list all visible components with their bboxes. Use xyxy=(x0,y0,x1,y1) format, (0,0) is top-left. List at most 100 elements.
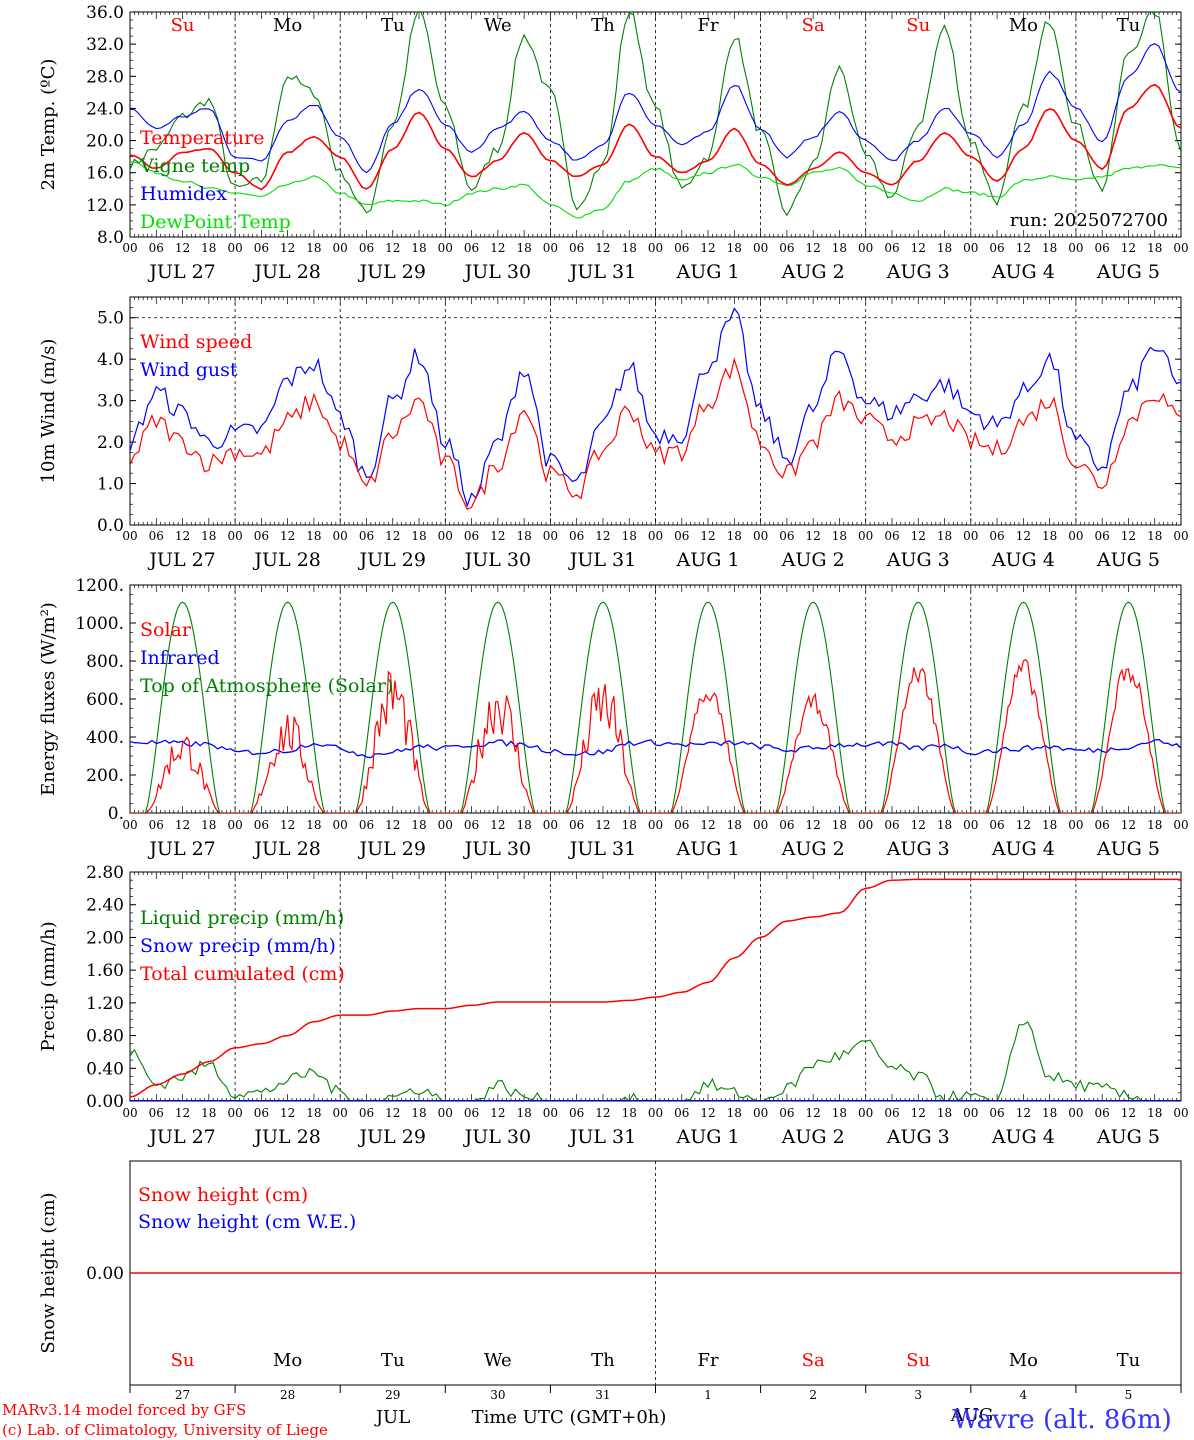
day-number: 3 xyxy=(914,1388,922,1402)
hour-label: 00 xyxy=(1173,1106,1188,1120)
hour-label: 00 xyxy=(122,1106,137,1120)
hour-label: 18 xyxy=(727,529,742,543)
hour-label: 12 xyxy=(806,241,821,255)
legend-dewpoint: DewPoint Temp xyxy=(140,211,291,233)
hour-label: 00 xyxy=(858,818,873,832)
date-label: JUL 31 xyxy=(568,838,636,860)
hour-label: 12 xyxy=(1121,241,1136,255)
day-name: We xyxy=(484,1350,512,1371)
hour-label: 18 xyxy=(1147,529,1162,543)
legend-snow-height-we: Snow height (cm W.E.) xyxy=(138,1211,356,1233)
day-name: Fr xyxy=(698,15,719,36)
hour-label: 00 xyxy=(333,529,348,543)
day-name: We xyxy=(484,15,512,36)
day-name: Mo xyxy=(273,15,302,36)
y-tick-label: 2.80 xyxy=(86,863,124,883)
hour-label: 06 xyxy=(569,529,584,543)
hour-label: 00 xyxy=(438,241,453,255)
hour-label: 00 xyxy=(438,529,453,543)
hour-label: 06 xyxy=(884,529,899,543)
hour-label: 06 xyxy=(674,818,689,832)
hour-label: 06 xyxy=(674,529,689,543)
hour-label: 00 xyxy=(963,1106,978,1120)
hour-label: 12 xyxy=(595,529,610,543)
y-tick-label: 600. xyxy=(86,690,124,710)
day-number: 27 xyxy=(175,1388,190,1402)
date-label: AUG 1 xyxy=(676,838,740,860)
day-name: Su xyxy=(171,15,195,36)
hour-label: 06 xyxy=(464,241,479,255)
hour-label: 18 xyxy=(1147,1106,1162,1120)
legend-toa-solar: Top of Atmosphere (Solar) xyxy=(140,675,393,697)
station-name: Wavre (alt. 86m) xyxy=(952,1405,1172,1435)
y-tick-label: 0.00 xyxy=(86,1264,124,1284)
date-label: JUL 28 xyxy=(252,838,320,860)
y-tick-label: 1200. xyxy=(75,576,124,596)
y-tick-label: 5.0 xyxy=(97,309,124,329)
date-label: JUL 30 xyxy=(463,261,531,283)
hour-label: 06 xyxy=(149,818,164,832)
hour-label: 06 xyxy=(464,1106,479,1120)
hour-label: 12 xyxy=(175,818,190,832)
hour-label: 06 xyxy=(989,818,1004,832)
hour-label: 06 xyxy=(149,241,164,255)
hour-label: 12 xyxy=(595,1106,610,1120)
hour-label: 18 xyxy=(727,1106,742,1120)
y-tick-label: 16.0 xyxy=(86,164,124,184)
date-label: JUL 29 xyxy=(358,838,426,860)
date-label: AUG 5 xyxy=(1096,549,1160,571)
legend-infrared: Infrared xyxy=(140,647,220,669)
series-total-cumulated xyxy=(130,878,1181,1098)
hour-label: 18 xyxy=(516,818,531,832)
hour-label: 00 xyxy=(227,818,242,832)
hour-label: 00 xyxy=(122,529,137,543)
hour-label: 18 xyxy=(411,241,426,255)
date-label: AUG 4 xyxy=(991,549,1055,571)
day-number: 5 xyxy=(1125,1388,1133,1402)
date-label: AUG 4 xyxy=(991,838,1055,860)
hour-label: 00 xyxy=(1068,241,1083,255)
hour-label: 12 xyxy=(490,529,505,543)
day-name: Mo xyxy=(1009,15,1038,36)
hour-label: 00 xyxy=(438,1106,453,1120)
date-label: AUG 3 xyxy=(886,549,950,571)
y-tick-label: 24.0 xyxy=(86,99,124,119)
hour-label: 06 xyxy=(884,1106,899,1120)
date-label: JUL 28 xyxy=(252,261,320,283)
hour-label: 06 xyxy=(779,241,794,255)
hour-label: 18 xyxy=(201,818,216,832)
date-label: AUG 5 xyxy=(1096,261,1160,283)
y-axis-label: Snow height (cm) xyxy=(38,1192,59,1353)
hour-label: 06 xyxy=(359,241,374,255)
hour-label: 18 xyxy=(1042,529,1057,543)
y-tick-label: 12.0 xyxy=(86,196,124,216)
series-toa-solar xyxy=(130,601,1181,813)
hour-label: 12 xyxy=(280,529,295,543)
hour-label: 06 xyxy=(254,1106,269,1120)
date-label: JUL 29 xyxy=(358,261,426,283)
series-humidex xyxy=(130,42,1181,174)
date-label: AUG 4 xyxy=(991,1126,1055,1148)
hour-label: 18 xyxy=(201,529,216,543)
time-axis-label: Time UTC (GMT+0h) xyxy=(472,1407,667,1428)
day-name: Su xyxy=(906,1350,930,1371)
hour-label: 12 xyxy=(806,529,821,543)
series-group xyxy=(130,601,1181,813)
hour-label: 00 xyxy=(648,241,663,255)
date-label: AUG 5 xyxy=(1096,838,1160,860)
date-label: JUL 31 xyxy=(568,1126,636,1148)
hour-label: 12 xyxy=(911,529,926,543)
hour-label: 00 xyxy=(648,1106,663,1120)
hour-label: 18 xyxy=(1042,241,1057,255)
hour-label: 18 xyxy=(516,529,531,543)
hour-label: 00 xyxy=(227,529,242,543)
hour-label: 00 xyxy=(227,1106,242,1120)
hour-label: 18 xyxy=(727,241,742,255)
hour-label: 12 xyxy=(1016,529,1031,543)
day-name: Fr xyxy=(698,1350,719,1371)
hour-label: 18 xyxy=(622,818,637,832)
hour-label: 18 xyxy=(516,241,531,255)
hour-label: 12 xyxy=(911,1106,926,1120)
hour-label: 18 xyxy=(1042,818,1057,832)
hour-label: 18 xyxy=(411,818,426,832)
